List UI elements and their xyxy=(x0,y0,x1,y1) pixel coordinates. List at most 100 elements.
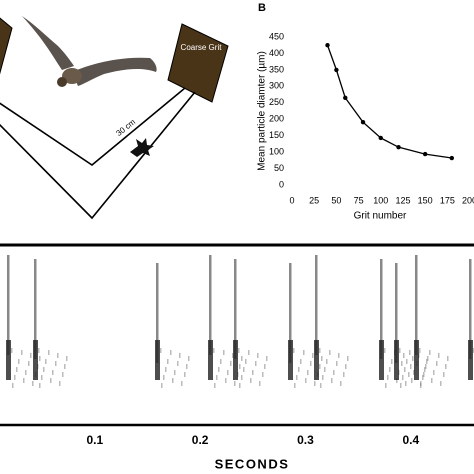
call-streak xyxy=(380,259,383,359)
panel-c: SECONDS 0.1 0.2 0.3 0.4 xyxy=(0,243,474,471)
call-streak xyxy=(289,263,292,363)
call-noise xyxy=(404,367,406,372)
x-tick-label: 50 xyxy=(331,195,341,205)
call-noise xyxy=(21,350,23,355)
panel-title: B xyxy=(258,2,266,14)
call-noise xyxy=(391,359,393,364)
call-streak xyxy=(156,263,159,363)
call-noise xyxy=(52,370,54,375)
data-point xyxy=(325,43,330,48)
call-noise xyxy=(447,356,449,361)
call-noise xyxy=(385,383,387,388)
call-noise xyxy=(340,381,342,386)
y-tick-label: 400 xyxy=(269,48,284,58)
call-noise xyxy=(218,367,220,372)
call-noise xyxy=(399,348,401,353)
call-noise xyxy=(252,370,254,375)
call-noise xyxy=(300,359,302,364)
call-noise xyxy=(220,359,222,364)
distance-label: 30 cm xyxy=(114,117,137,138)
y-tick-label: 150 xyxy=(269,130,284,140)
call-noise xyxy=(401,361,403,366)
call-noise xyxy=(243,367,245,372)
call-noise xyxy=(264,364,266,369)
call-noise xyxy=(293,348,295,353)
inner-path xyxy=(0,87,186,166)
y-tick-label: 350 xyxy=(269,64,284,74)
call-noise xyxy=(424,367,426,372)
call-noise xyxy=(294,383,296,388)
mouse-icon xyxy=(130,138,154,157)
call-noise xyxy=(314,381,316,386)
x-tick-label: 0 xyxy=(289,195,294,205)
call-noise xyxy=(62,372,64,377)
call-noise xyxy=(347,356,349,361)
call-noise xyxy=(230,361,232,366)
call-blob xyxy=(33,340,38,380)
call-noise xyxy=(64,364,66,369)
call-noise xyxy=(440,381,442,386)
x-tick-label: 0.2 xyxy=(192,433,209,447)
x-tick-label: 150 xyxy=(418,195,433,205)
call-noise xyxy=(406,359,408,364)
call-noise xyxy=(396,378,398,383)
call-noise xyxy=(419,348,421,353)
call-noise xyxy=(12,383,14,388)
call-noise xyxy=(179,353,181,358)
call-noise xyxy=(436,361,438,366)
call-noise xyxy=(172,378,174,383)
call-streak xyxy=(469,259,472,359)
call-noise xyxy=(39,383,41,388)
call-blob xyxy=(155,340,160,380)
call-noise xyxy=(329,350,331,355)
call-streak xyxy=(395,263,398,363)
panel-b: B Mean particle diamter (µm) Grit number… xyxy=(257,2,474,222)
call-streak xyxy=(34,259,37,359)
call-streak xyxy=(234,259,237,359)
call-noise xyxy=(400,383,402,388)
call-noise xyxy=(188,356,190,361)
call-noise xyxy=(241,356,243,361)
call-noise xyxy=(336,361,338,366)
call-noise xyxy=(245,359,247,364)
call-noise xyxy=(11,348,13,353)
call-noise xyxy=(55,361,57,366)
call-noise xyxy=(408,372,410,377)
y-axis-label: Mean particle diamter (µm) xyxy=(257,51,268,171)
x-axis-label: Grit number xyxy=(354,211,407,222)
call-noise xyxy=(443,372,445,377)
call-noise xyxy=(412,356,414,361)
call-noise xyxy=(345,364,347,369)
call-noise xyxy=(320,383,322,388)
call-noise xyxy=(420,383,422,388)
call-noise xyxy=(45,359,47,364)
call-streak xyxy=(315,255,318,355)
x-tick-label: 0.4 xyxy=(402,433,419,447)
y-tick-label: 250 xyxy=(269,97,284,107)
call-noise xyxy=(177,361,179,366)
call-noise xyxy=(48,350,50,355)
call-noise xyxy=(181,381,183,386)
call-noise xyxy=(232,353,234,358)
x-tick-label: 0.1 xyxy=(86,433,103,447)
call-noise xyxy=(30,353,32,358)
call-noise xyxy=(403,353,405,358)
call-noise xyxy=(305,378,307,383)
data-point xyxy=(449,155,455,161)
call-noise xyxy=(186,364,188,369)
y-tick-label: 200 xyxy=(269,114,284,124)
call-blob xyxy=(233,340,238,380)
bat xyxy=(22,16,157,87)
call-blob xyxy=(314,340,319,380)
call-noise xyxy=(167,359,169,364)
call-noise xyxy=(25,370,27,375)
call-noise xyxy=(57,353,59,358)
call-noise xyxy=(405,381,407,386)
call-noise xyxy=(410,364,412,369)
call-noise xyxy=(257,353,259,358)
call-noise xyxy=(413,370,415,375)
call-noise xyxy=(43,367,45,372)
call-noise xyxy=(163,375,165,380)
outer-path xyxy=(0,91,196,220)
